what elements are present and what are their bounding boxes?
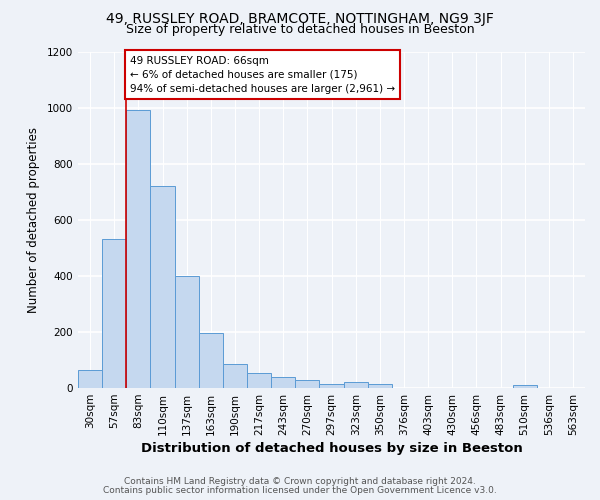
Bar [102, 240, 127, 388]
Text: Contains public sector information licensed under the Open Government Licence v3: Contains public sector information licen… [103, 486, 497, 495]
Bar [271, 378, 295, 388]
Bar [127, 110, 151, 388]
Bar [512, 384, 537, 388]
Bar [223, 364, 247, 388]
Bar [175, 276, 199, 388]
Bar [199, 334, 223, 388]
Bar [151, 186, 175, 388]
X-axis label: Distribution of detached houses by size in Beeston: Distribution of detached houses by size … [140, 442, 523, 455]
Text: 49 RUSSLEY ROAD: 66sqm
← 6% of detached houses are smaller (175)
94% of semi-det: 49 RUSSLEY ROAD: 66sqm ← 6% of detached … [130, 56, 395, 94]
Bar [344, 382, 368, 388]
Text: Contains HM Land Registry data © Crown copyright and database right 2024.: Contains HM Land Registry data © Crown c… [124, 477, 476, 486]
Bar [247, 372, 271, 388]
Text: Size of property relative to detached houses in Beeston: Size of property relative to detached ho… [125, 24, 475, 36]
Bar [319, 384, 344, 388]
Text: 49, RUSSLEY ROAD, BRAMCOTE, NOTTINGHAM, NG9 3JF: 49, RUSSLEY ROAD, BRAMCOTE, NOTTINGHAM, … [106, 12, 494, 26]
Y-axis label: Number of detached properties: Number of detached properties [27, 127, 40, 313]
Bar [368, 384, 392, 388]
Bar [78, 370, 102, 388]
Bar [295, 380, 319, 388]
